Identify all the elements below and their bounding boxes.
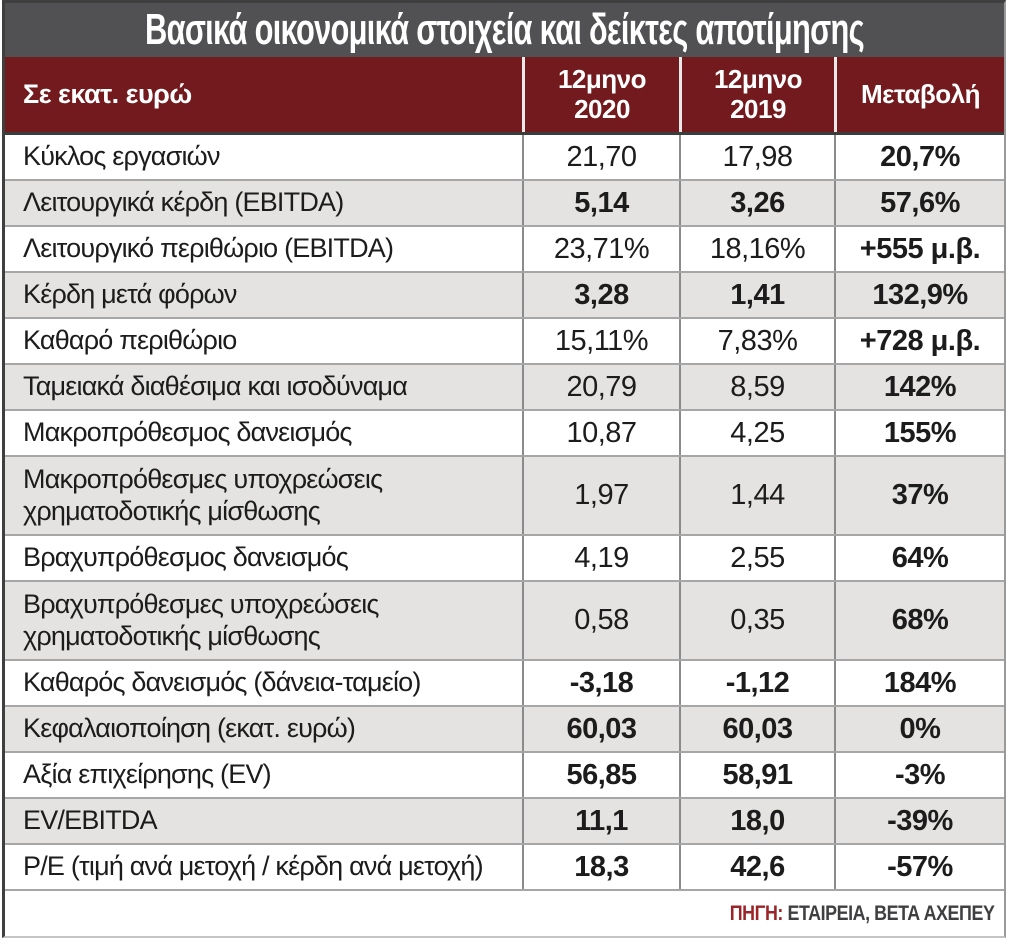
row-value-2019: 0,35 xyxy=(679,582,834,659)
row-label: P/E (τιμή ανά μετοχή / κέρδη ανά μετοχή) xyxy=(23,851,484,882)
row-value-2019: 60,03 xyxy=(679,707,834,751)
row-change: 57,6% xyxy=(834,181,1004,225)
table-footer: ΠΗΓΗ: ΕΤΑΙΡΕΙΑ, ΒΕΤΑ ΑΧΕΠΕΥ xyxy=(5,891,1004,936)
row-value-2020: 0,58 xyxy=(522,582,679,659)
source-label: ΠΗΓΗ: xyxy=(729,901,783,925)
header-unit-label: Σε εκατ. ευρώ xyxy=(23,79,192,110)
row-label: Κύκλος εργασιών xyxy=(23,141,220,172)
row-label: Αξία επιχείρησης (EV) xyxy=(23,759,272,790)
row-value-2020: 10,87 xyxy=(522,411,679,455)
row-label: Κέρδη μετά φόρων xyxy=(23,279,237,310)
table-row: Βραχυπρόθεσμες υποχρεώσεις χρηματοδοτική… xyxy=(5,582,1004,661)
row-label: Καθαρό περιθώριο xyxy=(23,325,237,356)
header-col-2020: 12μηνο 2020 xyxy=(522,57,679,132)
row-value-2019: 4,25 xyxy=(679,411,834,455)
row-change: 20,7% xyxy=(834,135,1004,179)
row-change: -39% xyxy=(834,799,1004,843)
row-value-2020: 1,97 xyxy=(522,457,679,534)
row-change: -3% xyxy=(834,753,1004,797)
table-row: Μακροπρόθεσμες υποχρεώσεις χρηματοδοτική… xyxy=(5,457,1004,536)
source-text: ΕΤΑΙΡΕΙΑ, ΒΕΤΑ ΑΧΕΠΕΥ xyxy=(787,901,994,925)
row-value-2019: 2,55 xyxy=(679,536,834,580)
row-value-2019: 3,26 xyxy=(679,181,834,225)
table-row: Λειτουργικά κέρδη (EBITDA) 5,14 3,26 57,… xyxy=(5,181,1004,227)
row-label: Λειτουργικό περιθώριο (EBITDA) xyxy=(23,233,394,264)
row-value-2020: 18,3 xyxy=(522,845,679,889)
row-label: Βραχυπρόθεσμες υποχρεώσεις χρηματοδοτική… xyxy=(23,588,379,651)
row-change: 64% xyxy=(834,536,1004,580)
row-value-2019: 1,41 xyxy=(679,273,834,317)
row-change: -57% xyxy=(834,845,1004,889)
row-label: Μακροπρόθεσμες υποχρεώσεις χρηματοδοτική… xyxy=(23,463,383,526)
header-col-change: Μεταβολή xyxy=(834,57,1004,132)
row-value-2019: 8,59 xyxy=(679,365,834,409)
row-value-2020: 11,1 xyxy=(522,799,679,843)
row-value-2019: 58,91 xyxy=(679,753,834,797)
row-label: Βραχυπρόθεσμος δανεισμός xyxy=(23,542,349,573)
row-value-2019: 1,44 xyxy=(679,457,834,534)
header-col-2019: 12μηνο 2019 xyxy=(679,57,834,132)
row-label: Λειτουργικά κέρδη (EBITDA) xyxy=(23,187,344,218)
row-change: 68% xyxy=(834,582,1004,659)
source-line: ΠΗΓΗ: ΕΤΑΙΡΕΙΑ, ΒΕΤΑ ΑΧΕΠΕΥ xyxy=(729,902,994,926)
row-change: 37% xyxy=(834,457,1004,534)
row-value-2019: 7,83% xyxy=(679,319,834,363)
table-row: Καθαρό περιθώριο 15,11% 7,83% +728 μ.β. xyxy=(5,319,1004,365)
row-value-2019: 42,6 xyxy=(679,845,834,889)
row-change: +728 μ.β. xyxy=(834,319,1004,363)
row-label: Μακροπρόθεσμος δανεισμός xyxy=(23,417,352,448)
table-row: Κεφαλαιοποίηση (εκατ. ευρώ) 60,03 60,03 … xyxy=(5,707,1004,753)
row-change: 142% xyxy=(834,365,1004,409)
table-row: Ταμειακά διαθέσιμα και ισοδύναμα 20,79 8… xyxy=(5,365,1004,411)
table-body: Κύκλος εργασιών 21,70 17,98 20,7% Λειτου… xyxy=(5,135,1004,891)
table-row: Μακροπρόθεσμος δανεισμός 10,87 4,25 155% xyxy=(5,411,1004,457)
table-row: P/E (τιμή ανά μετοχή / κέρδη ανά μετοχή)… xyxy=(5,845,1004,891)
source-separator xyxy=(782,902,787,925)
table-row: EV/EBITDA 11,1 18,0 -39% xyxy=(5,799,1004,845)
row-change: 184% xyxy=(834,661,1004,705)
row-value-2020: 3,28 xyxy=(522,273,679,317)
row-value-2019: 18,16% xyxy=(679,227,834,271)
table-row: Καθαρός δανεισμός (δάνεια-ταμείο) -3,18 … xyxy=(5,661,1004,707)
row-value-2020: 15,11% xyxy=(522,319,679,363)
row-change: 155% xyxy=(834,411,1004,455)
row-change: 132,9% xyxy=(834,273,1004,317)
row-value-2019: -1,12 xyxy=(679,661,834,705)
row-label: EV/EBITDA xyxy=(23,805,158,836)
table-row: Λειτουργικό περιθώριο (EBITDA) 23,71% 18… xyxy=(5,227,1004,273)
row-change: +555 μ.β. xyxy=(834,227,1004,271)
row-change: 0% xyxy=(834,707,1004,751)
row-label: Ταμειακά διαθέσιμα και ισοδύναμα xyxy=(23,371,408,402)
row-value-2020: 4,19 xyxy=(522,536,679,580)
table-header-row: Σε εκατ. ευρώ 12μηνο 2020 12μηνο 2019 Με… xyxy=(5,57,1004,135)
row-value-2020: 23,71% xyxy=(522,227,679,271)
row-value-2019: 18,0 xyxy=(679,799,834,843)
table-row: Αξία επιχείρησης (EV) 56,85 58,91 -3% xyxy=(5,753,1004,799)
row-value-2020: 21,70 xyxy=(522,135,679,179)
table-row: Βραχυπρόθεσμος δανεισμός 4,19 2,55 64% xyxy=(5,536,1004,582)
row-value-2020: 60,03 xyxy=(522,707,679,751)
row-label: Κεφαλαιοποίηση (εκατ. ευρώ) xyxy=(23,713,356,744)
table-title: Βασικά οικονομικά στοιχεία και δείκτες α… xyxy=(145,5,865,54)
row-value-2020: 5,14 xyxy=(522,181,679,225)
table-row: Κύκλος εργασιών 21,70 17,98 20,7% xyxy=(5,135,1004,181)
row-label: Καθαρός δανεισμός (δάνεια-ταμείο) xyxy=(23,667,421,698)
row-value-2019: 17,98 xyxy=(679,135,834,179)
row-value-2020: -3,18 xyxy=(522,661,679,705)
row-value-2020: 20,79 xyxy=(522,365,679,409)
row-value-2020: 56,85 xyxy=(522,753,679,797)
table-title-band: Βασικά οικονομικά στοιχεία και δείκτες α… xyxy=(5,3,1004,57)
table-row: Κέρδη μετά φόρων 3,28 1,41 132,9% xyxy=(5,273,1004,319)
